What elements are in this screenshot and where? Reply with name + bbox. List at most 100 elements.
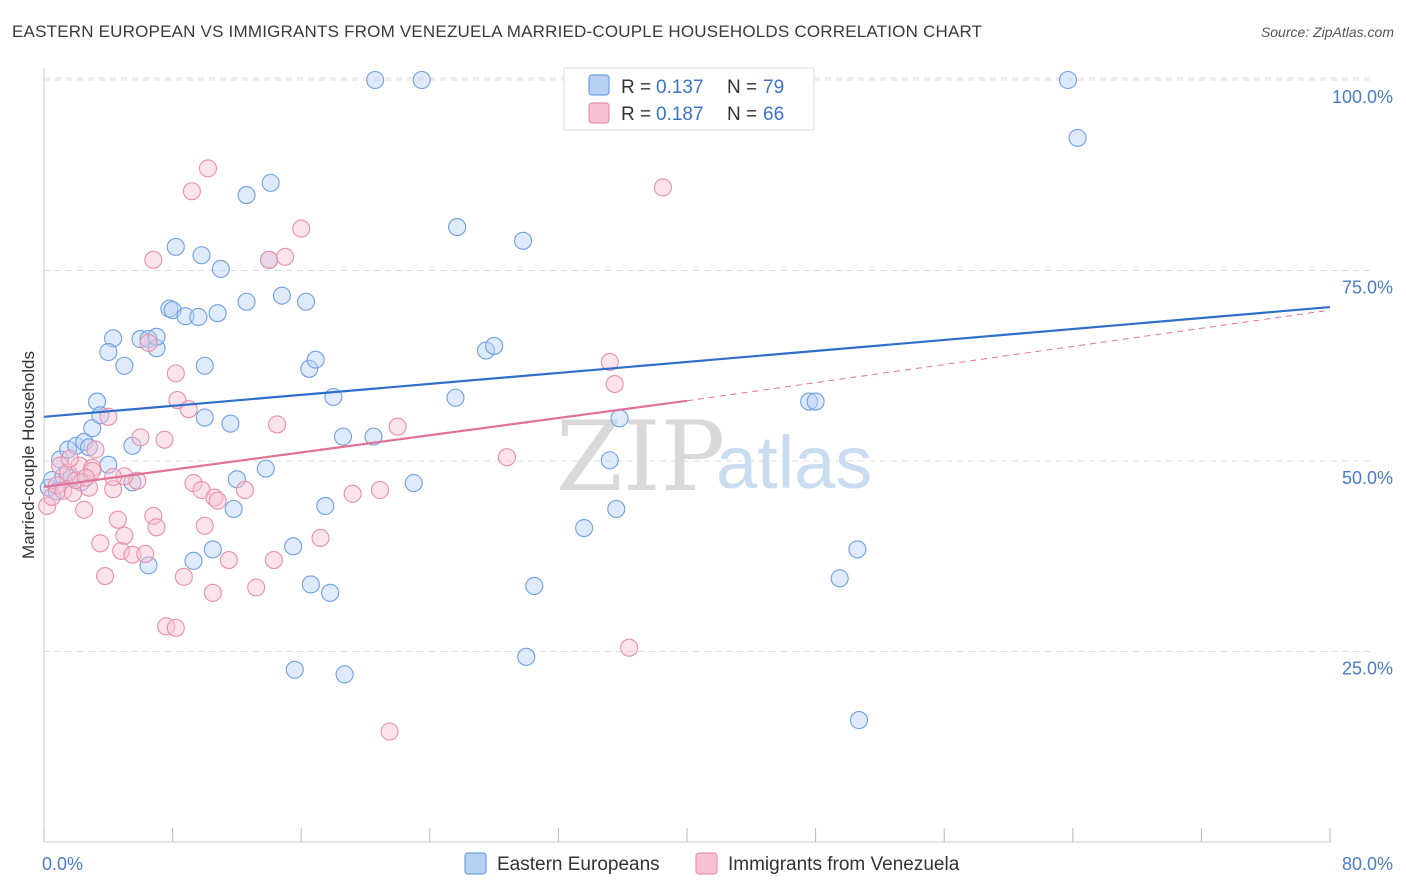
- venezuela-point-64: [76, 468, 95, 487]
- y-axis-title: Married-couple Households: [19, 351, 38, 559]
- bottom-legend-swatch-blue: [464, 852, 487, 875]
- eastern-europeans-point-32: [203, 540, 222, 559]
- eastern-europeans-point-29: [192, 246, 211, 265]
- venezuela-point-22: [131, 428, 150, 447]
- eastern-europeans-point-54: [333, 427, 353, 446]
- eastern-europeans-point-59: [448, 218, 467, 237]
- eastern-europeans-point-55: [364, 427, 383, 446]
- eastern-europeans-point-62: [485, 336, 504, 355]
- venezuela-point-57: [600, 352, 619, 371]
- venezuela-point-52: [343, 484, 362, 503]
- venezuela-point-33: [174, 567, 193, 586]
- venezuela-point-0: [38, 496, 57, 516]
- y-tick-label-50: 50.0%: [1342, 468, 1393, 488]
- eastern-europeans-point-64: [517, 647, 536, 666]
- trend-lines: [43, 305, 1331, 488]
- venezuela-point-41: [205, 488, 224, 507]
- eastern-europeans-point-58: [412, 70, 431, 90]
- watermark-atlas: atlas: [716, 421, 872, 504]
- legend-swatch-blue: [588, 74, 610, 96]
- eastern-europeans-point-53: [335, 665, 354, 684]
- eastern-europeans-point-44: [284, 537, 303, 556]
- eastern-europeans-point-67: [600, 451, 619, 470]
- venezuela-point-58: [605, 374, 624, 394]
- eastern-europeans-point-68: [607, 499, 626, 519]
- bottom-legend-label-blue: Eastern Europeans: [497, 854, 660, 875]
- eastern-europeans-point-75: [1068, 128, 1087, 147]
- venezuela-point-48: [268, 415, 287, 434]
- venezuela-point-12: [86, 440, 105, 459]
- venezuela-point-28: [155, 430, 174, 449]
- venezuela-point-49: [276, 247, 295, 266]
- correlation-legend: R = 0.137 N = 79 R = 0.187 N = 66: [563, 67, 815, 131]
- venezuela-point-35: [182, 182, 201, 201]
- eastern-europeans-point-27: [184, 551, 203, 570]
- eastern-europeans-point-46: [296, 292, 316, 311]
- trend-line-eastern-europeans: [43, 305, 1331, 418]
- eastern-europeans-point-28: [189, 307, 208, 327]
- eastern-europeans-point-2: [47, 482, 66, 501]
- venezuela-point-51: [311, 528, 330, 548]
- trend-line-venezuela: [43, 399, 688, 488]
- eastern-europeans-point-70: [800, 392, 819, 411]
- eastern-europeans-point-36: [224, 499, 243, 519]
- eastern-europeans-point-63: [513, 231, 533, 250]
- legend-n-label-1: N =: [727, 77, 757, 98]
- venezuela-point-50: [292, 219, 311, 238]
- venezuela-point-23: [136, 544, 155, 564]
- venezuela-point-55: [388, 417, 407, 436]
- venezuela-point-56: [497, 448, 517, 467]
- eastern-europeans-point-38: [237, 292, 256, 311]
- venezuela-point-59: [620, 638, 639, 657]
- source-credit: Source: ZipAtlas.com: [1260, 24, 1394, 40]
- eastern-europeans-point-31: [195, 408, 214, 427]
- venezuela-point-60: [653, 178, 672, 197]
- venezuela-point-14: [96, 567, 115, 586]
- eastern-europeans-point-65: [525, 576, 544, 596]
- venezuela-point-40: [203, 583, 222, 602]
- legend-r-value-1: 0.137: [656, 77, 704, 98]
- venezuela-point-42: [208, 491, 227, 510]
- venezuela-point-19: [115, 526, 134, 545]
- eastern-europeans-point-39: [237, 186, 256, 205]
- eastern-europeans-point-42: [261, 173, 280, 192]
- eastern-europeans-point-71: [830, 569, 849, 588]
- trend-line-venezuela-extension: [686, 309, 1331, 402]
- eastern-europeans-point-26: [176, 307, 195, 326]
- eastern-europeans-point-15: [115, 356, 134, 375]
- venezuela-point-43: [219, 551, 238, 570]
- venezuela-point-18: [112, 541, 131, 560]
- eastern-europeans-point-76: [806, 392, 825, 411]
- venezuela-point-24: [139, 333, 158, 352]
- eastern-europeans-point-57: [404, 474, 423, 493]
- eastern-europeans-point-51: [321, 583, 340, 602]
- eastern-europeans-point-41: [256, 459, 275, 478]
- legend-n-label-2: N =: [727, 104, 757, 125]
- eastern-europeans-point-10: [87, 392, 107, 411]
- legend-r-value-2: 0.187: [656, 104, 704, 125]
- eastern-europeans-point-14: [99, 342, 118, 362]
- legend-n-value-2: 66: [763, 104, 784, 125]
- venezuela-point-63: [60, 449, 79, 468]
- legend-r-label-2: R =: [621, 104, 651, 125]
- venezuela-point-38: [195, 516, 214, 535]
- eastern-europeans-point-35: [221, 414, 240, 433]
- eastern-europeans-point-73: [849, 711, 869, 730]
- eastern-europeans-point-50: [316, 496, 335, 516]
- venezuela-point-9: [75, 500, 94, 519]
- legend-swatch-pink: [588, 102, 610, 124]
- eastern-europeans-point-30: [195, 356, 214, 375]
- venezuela-point-17: [108, 510, 127, 529]
- eastern-europeans-point-47: [300, 359, 319, 378]
- venezuela-point-29: [157, 617, 176, 636]
- eastern-europeans-point-66: [575, 519, 594, 538]
- eastern-europeans-point-34: [211, 259, 230, 279]
- eastern-europeans-point-33: [208, 304, 227, 323]
- eastern-europeans-point-23: [160, 299, 179, 318]
- venezuela-point-47: [264, 551, 283, 570]
- y-tick-label-75: 75.0%: [1342, 278, 1393, 298]
- eastern-europeans-point-9: [83, 419, 102, 438]
- series-legend: Eastern Europeans Immigrants from Venezu…: [464, 852, 960, 875]
- eastern-europeans-point-13: [104, 329, 123, 348]
